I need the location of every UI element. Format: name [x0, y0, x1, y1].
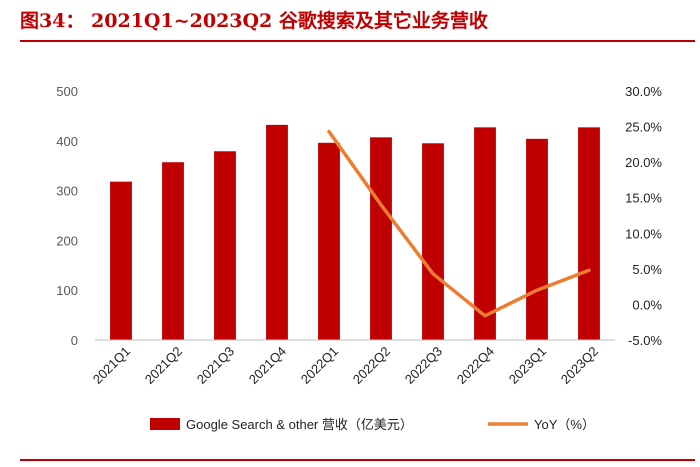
x-tick-label: 2023Q2	[558, 344, 601, 387]
right-tick-label: 5.0%	[632, 262, 662, 277]
right-tick-label: 10.0%	[625, 226, 662, 241]
x-tick-label: 2021Q1	[90, 344, 133, 387]
x-tick-label: 2022Q4	[454, 344, 497, 387]
left-axis-ticks: 0 100 200 300 400 500	[56, 84, 78, 348]
legend-line-label: YoY（%）	[534, 417, 595, 432]
x-tick-label: 2023Q1	[506, 344, 549, 387]
bar-2022Q3	[422, 143, 444, 340]
bar-2022Q2	[370, 137, 392, 340]
right-tick-label: 0.0%	[632, 297, 662, 312]
left-tick-label: 0	[71, 333, 78, 348]
right-tick-label: 25.0%	[625, 120, 662, 135]
legend-bar-swatch	[150, 418, 180, 430]
x-axis-ticks: 2021Q1 2021Q2 2021Q3 2021Q4 2022Q1 2022Q2 2022…	[90, 344, 601, 387]
legend: Google Search & other 营收（亿美元） YoY（%）	[150, 417, 595, 432]
right-tick-label: -5.0%	[628, 333, 662, 348]
bar-2021Q4	[266, 124, 288, 340]
bar-2022Q4	[474, 127, 496, 340]
bar-2022Q1	[318, 142, 340, 340]
left-tick-label: 200	[56, 233, 78, 248]
title-rule	[20, 40, 695, 42]
x-tick-label: 2022Q3	[402, 344, 445, 387]
bar-2023Q1	[526, 138, 548, 340]
bar-series	[110, 124, 600, 340]
right-tick-label: 20.0%	[625, 155, 662, 170]
left-tick-label: 500	[56, 84, 78, 99]
bar-2021Q3	[214, 151, 236, 340]
bar-2021Q2	[162, 162, 184, 340]
yoy-line	[327, 129, 591, 318]
bottom-rule	[20, 459, 695, 461]
x-tick-label: 2021Q2	[142, 344, 185, 387]
chart-frame: 0 100 200 300 400 500 -5.0% 0.0% 5.0% 10.0% 15.0%…	[40, 55, 700, 455]
left-tick-label: 400	[56, 134, 78, 149]
x-tick-label: 2022Q2	[350, 344, 393, 387]
left-tick-label: 300	[56, 184, 78, 199]
chart-svg: 0 100 200 300 400 500 -5.0% 0.0% 5.0% 10.0% 15.0%…	[56, 84, 662, 432]
legend-bar-label: Google Search & other 营收（亿美元）	[186, 417, 413, 432]
right-axis-ticks: -5.0% 0.0% 5.0% 10.0% 15.0% 20.0% 25.0% 30.0%	[625, 84, 662, 348]
bar-2023Q2	[578, 127, 600, 340]
figure-title: 图34： 2021Q1~2023Q2 谷歌搜索及其它业务营收	[20, 10, 488, 32]
right-tick-label: 30.0%	[625, 84, 662, 99]
x-tick-label: 2021Q3	[194, 344, 237, 387]
x-tick-label: 2022Q1	[298, 344, 341, 387]
right-tick-label: 15.0%	[625, 191, 662, 206]
left-tick-label: 100	[56, 283, 78, 298]
x-tick-label: 2021Q4	[246, 344, 289, 387]
bar-2021Q1	[110, 181, 132, 340]
